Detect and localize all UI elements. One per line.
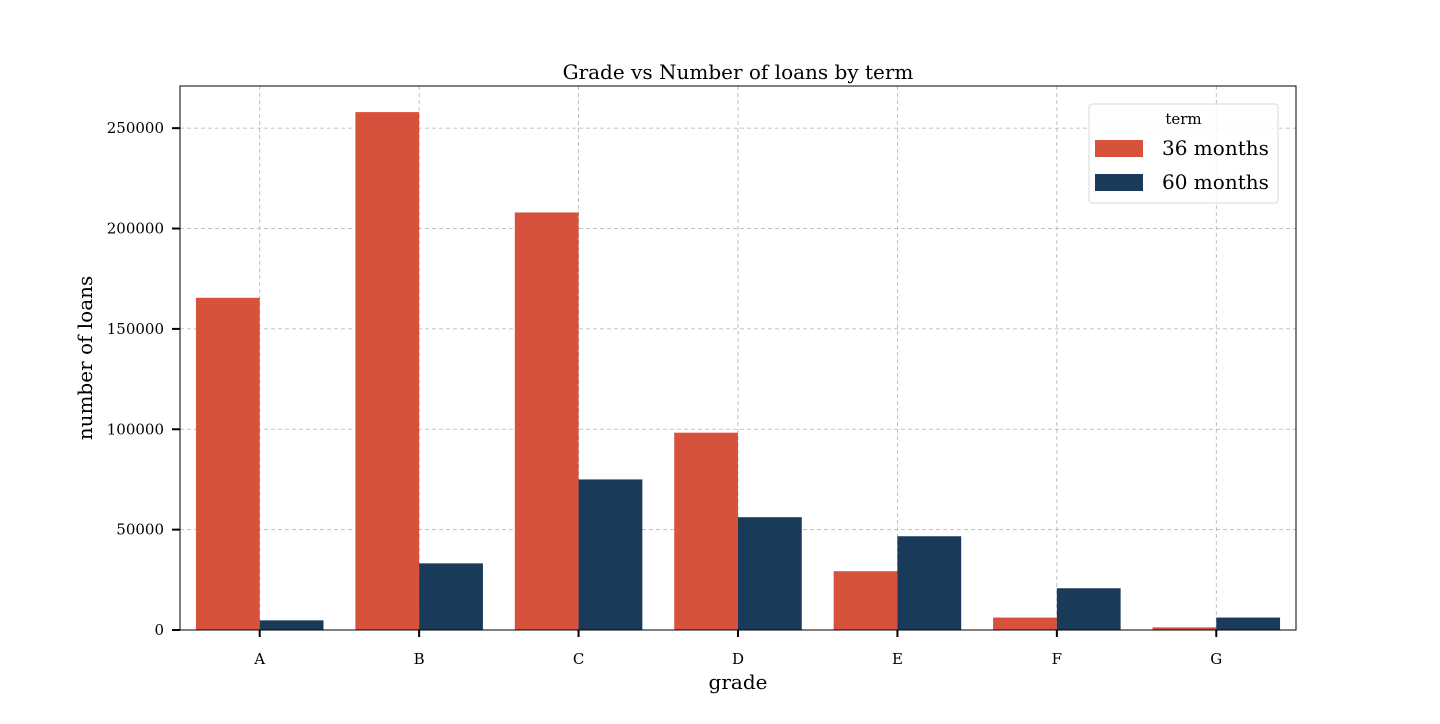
legend-swatch bbox=[1095, 140, 1143, 157]
bar-e-series-2 bbox=[897, 536, 962, 630]
y-axis-label: number of loans bbox=[73, 276, 97, 441]
y-tick-label: 200000 bbox=[107, 220, 164, 238]
bar-e-series-1 bbox=[833, 571, 898, 630]
x-tick-label: E bbox=[892, 650, 903, 668]
legend: term 36 months 60 months bbox=[1088, 103, 1279, 204]
legend-entries: 36 months 60 months bbox=[1095, 136, 1269, 194]
legend-label: 36 months bbox=[1162, 136, 1269, 160]
bar-g-series-2 bbox=[1216, 617, 1281, 630]
chart-title: Grade vs Number of loans by term bbox=[563, 60, 914, 84]
y-tick-label: 50000 bbox=[116, 521, 164, 539]
x-tick-label: G bbox=[1210, 650, 1222, 668]
x-tick-label: B bbox=[414, 650, 425, 668]
bar-f-series-2 bbox=[1056, 588, 1121, 630]
legend-swatch bbox=[1095, 174, 1143, 191]
x-tick-label: D bbox=[732, 650, 744, 668]
x-tick-label: F bbox=[1052, 650, 1062, 668]
y-tick-label: 150000 bbox=[107, 320, 164, 338]
bar-b-series-2 bbox=[419, 563, 483, 630]
bar-d-series-2 bbox=[738, 517, 802, 630]
bar-d-series-1 bbox=[674, 432, 738, 630]
tick-layer: A B C D E F G 0 50000 100000 150000 200000 250000 bbox=[107, 119, 1223, 668]
legend-label: 60 months bbox=[1162, 170, 1269, 194]
y-tick-label: 100000 bbox=[107, 420, 164, 438]
bar-g-series-1 bbox=[1152, 627, 1217, 630]
bar-f-series-1 bbox=[993, 617, 1057, 630]
x-axis-label: grade bbox=[709, 670, 768, 694]
bar-layer bbox=[195, 112, 1281, 630]
bar-c-series-2 bbox=[578, 479, 643, 630]
y-tick-label: 0 bbox=[154, 621, 164, 639]
bar-a-series-1 bbox=[195, 297, 260, 630]
x-tick-label: C bbox=[573, 650, 584, 668]
bar-c-series-1 bbox=[514, 212, 579, 630]
x-tick-label: A bbox=[253, 650, 265, 668]
legend-title: term bbox=[1165, 110, 1201, 128]
y-tick-label: 250000 bbox=[107, 119, 164, 137]
bar-b-series-1 bbox=[355, 112, 420, 630]
bar-a-series-2 bbox=[259, 620, 324, 630]
